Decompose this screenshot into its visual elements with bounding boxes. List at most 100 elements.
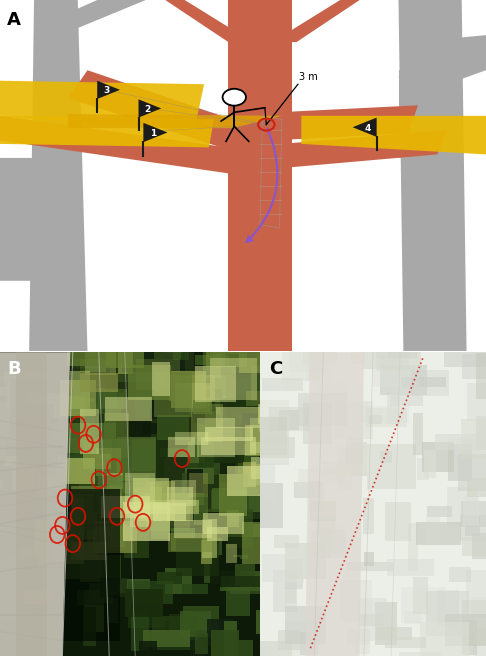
Bar [71, 542, 107, 560]
Bar [210, 358, 258, 400]
Bar [107, 473, 123, 489]
Polygon shape [0, 81, 204, 130]
Bar [201, 540, 212, 564]
Bar [413, 577, 428, 614]
Bar [10, 557, 24, 588]
Bar [128, 581, 173, 604]
Bar [38, 554, 59, 567]
Bar [267, 342, 279, 384]
Bar [435, 434, 481, 450]
Bar [65, 541, 77, 553]
Bar [262, 379, 302, 390]
Bar [64, 558, 103, 579]
Bar [169, 437, 194, 457]
Bar [416, 522, 462, 545]
Bar [104, 413, 129, 458]
Bar [250, 419, 294, 455]
Bar [163, 493, 204, 506]
Bar [99, 508, 124, 551]
Text: 2: 2 [144, 105, 151, 114]
Text: 3 m: 3 m [299, 72, 318, 82]
Bar [71, 486, 122, 524]
Bar [260, 314, 301, 342]
Bar [0, 333, 20, 352]
Bar [0, 440, 7, 461]
Bar [285, 588, 296, 603]
Bar [211, 489, 256, 511]
Polygon shape [399, 70, 428, 158]
Bar [300, 632, 318, 655]
Bar [131, 610, 149, 651]
Bar [83, 440, 112, 459]
Bar [128, 616, 174, 628]
Bar [467, 382, 486, 421]
Bar [26, 394, 67, 404]
Bar [87, 403, 121, 414]
Bar [238, 441, 283, 451]
Polygon shape [165, 0, 253, 42]
Bar [248, 494, 289, 512]
Bar [461, 419, 486, 459]
Bar [35, 520, 53, 555]
Bar [182, 584, 208, 594]
Bar [241, 524, 281, 537]
Polygon shape [0, 158, 49, 281]
Bar [207, 445, 226, 475]
Bar [187, 447, 231, 469]
Bar [249, 400, 290, 443]
Bar [473, 628, 486, 656]
Bar [174, 520, 212, 538]
Bar [305, 331, 335, 345]
Bar [180, 611, 211, 637]
Bar [463, 496, 479, 526]
Bar [165, 568, 192, 594]
Bar [72, 354, 102, 368]
Bar [98, 491, 120, 512]
Bar [205, 427, 253, 441]
Bar [37, 463, 63, 499]
Bar [285, 379, 295, 391]
Bar [292, 312, 315, 348]
Bar [253, 641, 293, 656]
Bar [220, 571, 265, 591]
Bar [295, 482, 321, 498]
Bar [170, 506, 205, 526]
Bar [246, 472, 258, 495]
Bar [193, 494, 208, 525]
Bar [62, 480, 103, 494]
Bar [118, 345, 133, 374]
Bar [235, 564, 255, 586]
Bar [0, 588, 21, 621]
Bar [251, 464, 275, 502]
Bar [101, 577, 127, 598]
Bar [67, 422, 116, 453]
Bar [182, 473, 199, 511]
Bar [399, 651, 441, 656]
Bar [380, 356, 400, 367]
Bar [64, 512, 97, 558]
Bar [26, 583, 60, 596]
Bar [59, 401, 95, 443]
Polygon shape [139, 99, 161, 117]
Bar [262, 374, 285, 398]
Bar [105, 328, 144, 368]
Bar [234, 395, 251, 416]
Bar [195, 632, 208, 653]
Bar [98, 476, 150, 493]
Bar [80, 373, 118, 392]
Bar [69, 494, 94, 539]
Bar [213, 438, 244, 462]
Bar [227, 510, 239, 527]
Polygon shape [305, 352, 364, 656]
Bar [358, 598, 387, 642]
Bar [445, 614, 486, 646]
Bar [66, 458, 95, 484]
Bar [444, 337, 486, 367]
Bar [183, 606, 219, 630]
Bar [79, 468, 123, 492]
Bar [243, 462, 256, 487]
Bar [259, 417, 287, 455]
Bar [273, 357, 312, 396]
Bar [191, 404, 223, 442]
Bar [272, 405, 295, 432]
